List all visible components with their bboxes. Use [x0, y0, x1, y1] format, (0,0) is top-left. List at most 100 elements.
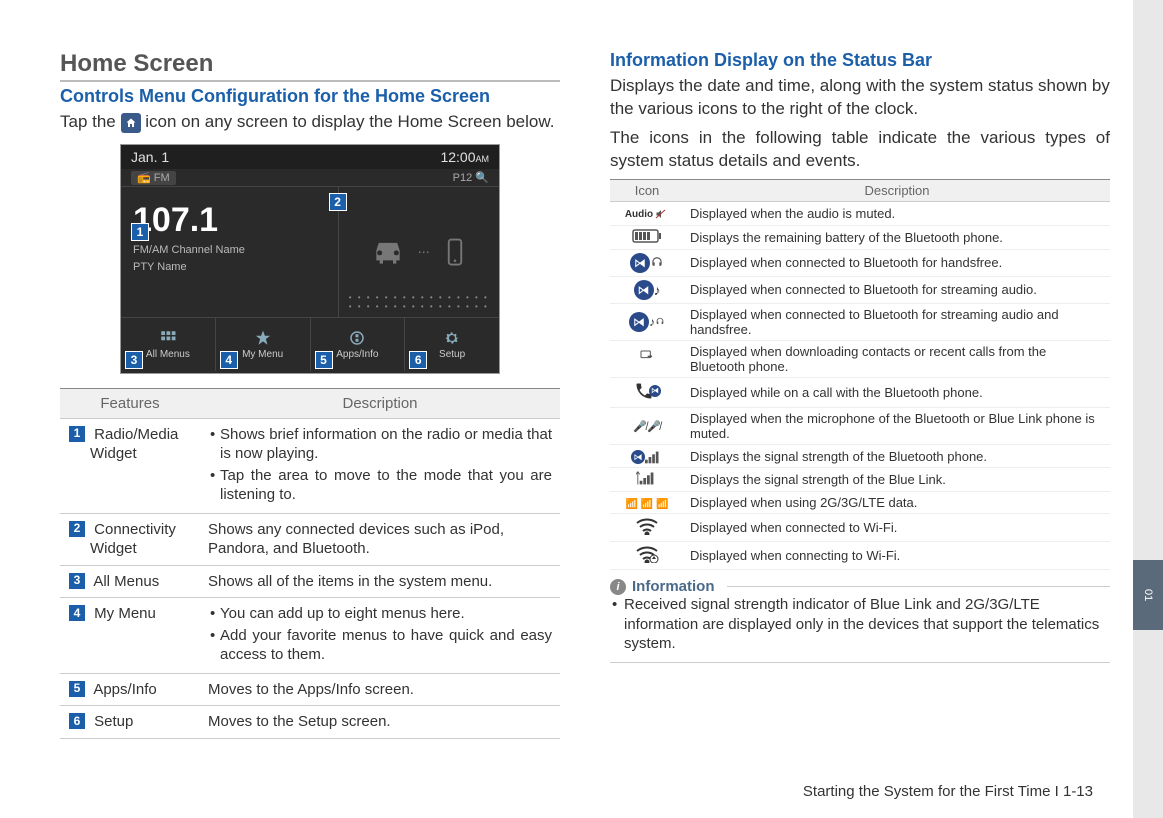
icons-table: Icon Description AudioDisplayed when the… — [610, 179, 1110, 571]
icon-row: 📶 📶 📶Displayed when using 2G/3G/LTE data… — [610, 492, 1110, 514]
features-th-1: Description — [200, 388, 560, 418]
ss-time: 12:00AM — [440, 149, 489, 165]
icon-desc: Displayed while on a call with the Bluet… — [684, 377, 1110, 407]
subhead-left: Controls Menu Configuration for the Home… — [60, 86, 560, 107]
icons-th-0: Icon — [610, 179, 684, 201]
icon-row: Displays the remaining battery of the Bl… — [610, 225, 1110, 249]
info-heading: i Information — [610, 578, 1110, 595]
star-icon — [254, 329, 272, 347]
bl-signal-icon — [610, 468, 684, 492]
feature-cell: 3 All Menus — [60, 565, 200, 598]
wifi-conn-icon — [610, 542, 684, 570]
icon-desc: Displayed when downloading contacts or r… — [684, 340, 1110, 377]
icon-row: ⧒ ♪Displayed when connected to Bluetooth… — [610, 303, 1110, 340]
feature-badge: 5 — [68, 680, 86, 698]
home-icon — [121, 113, 141, 133]
callout-2: 2 — [329, 193, 347, 211]
feature-desc: Shows all of the items in the system men… — [200, 565, 560, 598]
battery-icon — [610, 225, 684, 249]
ss-ch2: PTY Name — [133, 261, 326, 274]
icon-desc: Displayed when connected to Wi-Fi. — [684, 514, 1110, 542]
ss-btn-label-3: Setup — [439, 349, 465, 360]
apps-icon — [348, 329, 366, 347]
features-th-0: Features — [60, 388, 200, 418]
intro-text: Tap the icon on any screen to display th… — [60, 111, 560, 134]
icon-desc: Displays the remaining battery of the Bl… — [684, 225, 1110, 249]
icon-desc: Displays the signal strength of the Blue… — [684, 468, 1110, 492]
side-tab: 01 — [1133, 0, 1163, 818]
info-list: Received signal strength indicator of Bl… — [610, 595, 1110, 654]
feature-desc: Moves to the Apps/Info screen. — [200, 673, 560, 706]
ss-fm-label: FM — [154, 172, 170, 184]
ss-p-label: P12 — [453, 172, 473, 184]
icon-desc: Displayed when connected to Bluetooth fo… — [684, 303, 1110, 340]
icon-desc: Displayed when the microphone of the Blu… — [684, 407, 1110, 444]
icons-th-1: Description — [684, 179, 1110, 201]
icon-row: Displayed when downloading contacts or r… — [610, 340, 1110, 377]
bt-handsfree-icon: ⧒ — [610, 249, 684, 276]
ss-btn-allmenus: All Menus 3 — [121, 318, 216, 371]
car-icon — [368, 232, 408, 272]
ss-ch1: FM/AM Channel Name — [133, 244, 326, 257]
callout-1: 1 — [131, 223, 149, 241]
ss-btn-label-1: My Menu — [242, 349, 283, 360]
icon-desc: Displays the signal strength of the Blue… — [684, 444, 1110, 468]
bt-both-icon: ⧒ ♪ — [610, 303, 684, 340]
subhead-right: Information Display on the Status Bar — [610, 50, 1110, 71]
feature-desc-item: Tap the area to move to the mode that yo… — [208, 466, 552, 505]
features-table: Features Description 1 Radio/MediaWidget… — [60, 388, 560, 739]
bt-signal-icon: ⧒ — [610, 444, 684, 468]
ss-date: Jan. 1 — [131, 149, 169, 165]
ss-time-val: 12:00 — [440, 149, 475, 165]
grid-icon — [159, 329, 177, 347]
feature-badge: 3 — [68, 572, 86, 590]
para2: The icons in the following table indicat… — [610, 127, 1110, 173]
mic-mute-icon: 🎤̸ 🎤̸ — [610, 407, 684, 444]
feature-desc-item: Shows brief information on the radio or … — [208, 425, 552, 464]
left-column: Home Screen Controls Menu Configuration … — [60, 50, 560, 739]
icon-row: ⧒ Displays the signal strength of the Bl… — [610, 444, 1110, 468]
icon-row: Displays the signal strength of the Blue… — [610, 468, 1110, 492]
page-footer: Starting the System for the First Time I… — [803, 783, 1093, 800]
ss-dots: • • • • • • • • • • • • • • • •• • • • •… — [349, 293, 489, 311]
icon-row: Displayed when connecting to Wi-Fi. — [610, 542, 1110, 570]
icon-row: ⧒ Displayed when connected to Bluetooth … — [610, 249, 1110, 276]
feature-cell: 4 My Menu — [60, 598, 200, 674]
audio-mute-icon: Audio — [610, 201, 684, 225]
callout-6: 6 — [409, 351, 427, 369]
icon-row: 🎤̸ 🎤̸Displayed when the microphone of th… — [610, 407, 1110, 444]
section-title: Home Screen — [60, 50, 560, 82]
wifi-on-icon — [610, 514, 684, 542]
callout-3: 3 — [125, 351, 143, 369]
callout-5: 5 — [315, 351, 333, 369]
phone-bt-icon — [440, 237, 470, 267]
ss-btn-apps: Apps/Info 5 — [311, 318, 406, 371]
intro-pre: Tap the — [60, 112, 121, 131]
icon-row: Displayed when connected to Wi-Fi. — [610, 514, 1110, 542]
ss-btn-label-2: Apps/Info — [336, 349, 378, 360]
icon-row: AudioDisplayed when the audio is muted. — [610, 201, 1110, 225]
icon-desc: Displayed when connected to Bluetooth fo… — [684, 276, 1110, 303]
data-icon: 📶 📶 📶 — [610, 492, 684, 514]
ss-fm-row: 📻 FM P12 🔍 — [121, 169, 499, 187]
ss-conn-widget: 2 ⋯ • • • • • • • • • • • • • • • •• • •… — [338, 187, 499, 317]
feature-desc: You can add up to eight menus here.Add y… — [200, 598, 560, 674]
intro-post: icon on any screen to display the Home S… — [145, 112, 554, 131]
feature-cell: 6 Setup — [60, 706, 200, 739]
ss-btn-mymenu: My Menu 4 — [216, 318, 311, 371]
ss-btn-label-0: All Menus — [146, 349, 190, 360]
ss-btn-setup: Setup 6 — [405, 318, 499, 371]
bt-audio-icon: ⧒ ♪ — [610, 276, 684, 303]
icon-row: ⧒ ♪Displayed when connected to Bluetooth… — [610, 276, 1110, 303]
icon-desc: Displayed when connected to Bluetooth fo… — [684, 249, 1110, 276]
feature-desc-item: You can add up to eight menus here. — [208, 604, 552, 624]
page: Home Screen Controls Menu Configuration … — [0, 0, 1163, 759]
info-icon: i — [610, 579, 626, 595]
feature-desc: Moves to the Setup screen. — [200, 706, 560, 739]
para1: Displays the date and time, along with t… — [610, 75, 1110, 121]
ss-freq: 107.1 — [133, 201, 326, 240]
icon-desc: Displayed when using 2G/3G/LTE data. — [684, 492, 1110, 514]
feature-badge: 1 — [68, 425, 86, 443]
gear-icon — [443, 329, 461, 347]
callout-4: 4 — [220, 351, 238, 369]
